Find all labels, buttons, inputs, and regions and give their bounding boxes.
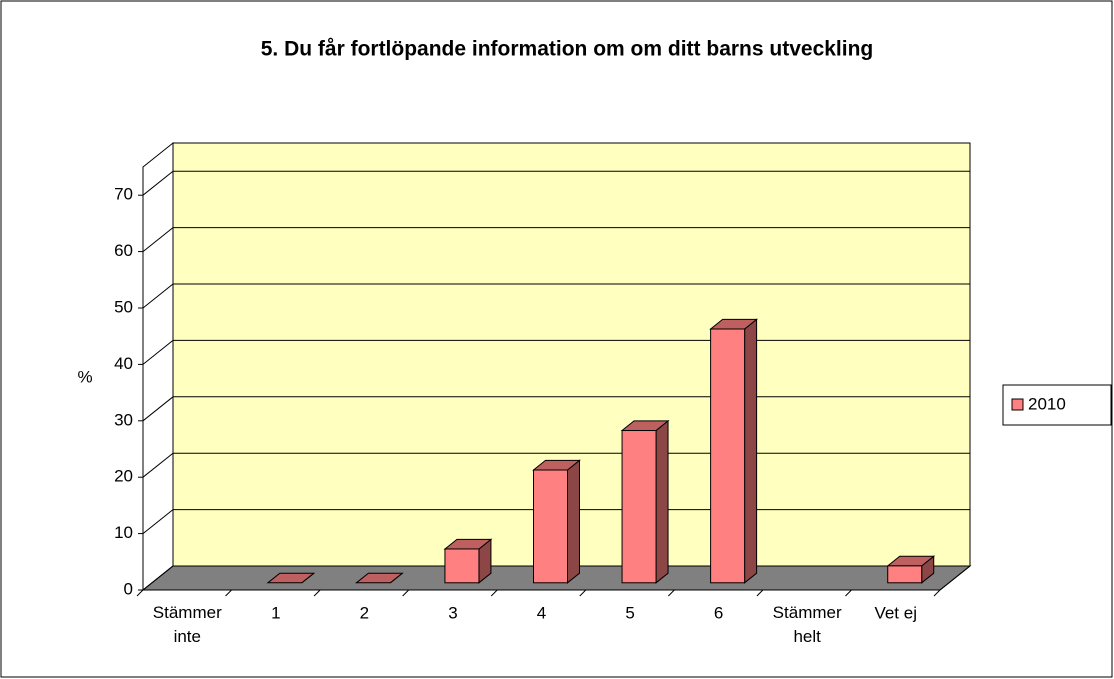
grid-line	[142, 339, 970, 365]
x-tick-label: Stämmer helt	[773, 603, 842, 646]
bar-side	[744, 318, 758, 584]
x-tick-label: Stämmer inte	[153, 603, 222, 646]
bar-front	[444, 548, 480, 584]
x-tick	[136, 589, 144, 597]
y-tick-label: 60	[114, 241, 133, 260]
x-tick	[667, 589, 675, 597]
bar-top	[266, 572, 316, 584]
x-tick	[933, 589, 941, 597]
bar	[886, 555, 936, 584]
bar	[443, 538, 493, 584]
x-tick-label: 1	[271, 603, 280, 622]
bar-front	[621, 430, 657, 584]
legend-swatch	[1011, 398, 1024, 411]
bar-front	[887, 565, 923, 584]
legend-label: 2010	[1028, 394, 1066, 413]
x-tick-label: 4	[537, 603, 546, 622]
x-tick	[845, 589, 852, 597]
bar-side	[655, 419, 669, 584]
bar	[709, 318, 759, 584]
grid-line	[142, 396, 970, 422]
y-axis-label: %	[77, 367, 92, 386]
grid-line	[142, 283, 970, 309]
x-tick	[313, 589, 321, 597]
y-tick-label: 40	[114, 354, 133, 373]
chart-title: 5. Du får fortlöpande information om om …	[261, 38, 874, 61]
y-tick-label: 10	[114, 523, 133, 542]
bar	[532, 459, 581, 584]
x-tick-label: 2	[360, 603, 369, 622]
bar	[354, 572, 404, 584]
legend: 2010	[1002, 384, 1112, 426]
bar-front	[710, 328, 746, 584]
grid-line	[142, 509, 970, 534]
bar-front	[533, 469, 568, 584]
x-tick-label: 5	[625, 603, 634, 622]
grid-line	[142, 170, 970, 196]
x-tick	[225, 589, 232, 597]
bar	[620, 419, 670, 584]
side-wall	[142, 141, 174, 592]
grid-line	[142, 227, 970, 252]
x-tick	[756, 589, 764, 597]
x-axis-depth	[939, 565, 971, 591]
bar-top	[354, 572, 404, 584]
x-tick	[402, 589, 410, 597]
x-tick-label: Vet ej	[874, 603, 917, 622]
y-tick-label: 50	[114, 297, 133, 316]
bar-side	[567, 459, 580, 584]
grid-line	[142, 565, 970, 591]
y-tick-label: 20	[114, 467, 133, 486]
y-tick-label: 0	[124, 579, 133, 598]
x-tick-label: 6	[714, 603, 723, 622]
y-tick-label: 70	[114, 185, 133, 204]
x-tick	[579, 589, 587, 597]
bar	[266, 572, 316, 584]
grid-line	[142, 452, 970, 478]
x-tick	[490, 589, 498, 597]
y-tick-label: 30	[114, 410, 133, 429]
x-tick-label: 3	[448, 603, 457, 622]
